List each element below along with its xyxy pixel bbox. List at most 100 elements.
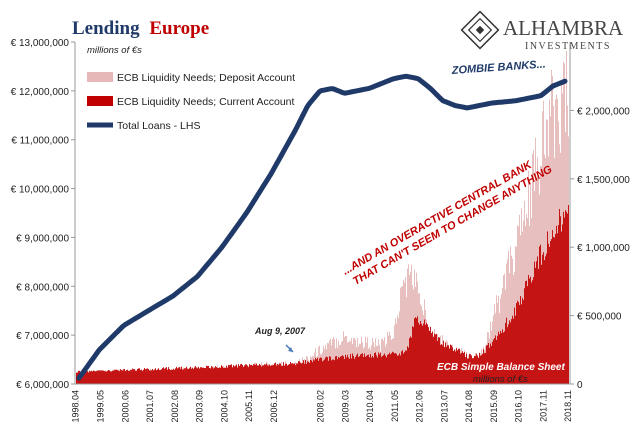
current-bar [520, 295, 521, 384]
current-bar [424, 319, 425, 384]
current-bar [200, 367, 201, 384]
current-bar [94, 370, 95, 384]
current-bar [425, 324, 426, 384]
x-tick-label: 1999.05 [96, 390, 106, 423]
current-bar [303, 360, 304, 384]
current-bar [401, 351, 402, 384]
current-bar [96, 371, 97, 384]
current-bar [350, 353, 351, 384]
current-bar [115, 369, 116, 384]
right-tick-label: € 500,000 [577, 312, 622, 323]
current-bar [536, 261, 537, 384]
x-tick-label: 2013.07 [439, 390, 449, 423]
current-bar [170, 369, 171, 384]
right-axis-units: millions of €s [473, 374, 528, 385]
current-bar [370, 354, 371, 384]
current-bar [417, 316, 418, 384]
current-bar [503, 332, 504, 384]
current-bar [324, 359, 325, 384]
current-bar [118, 370, 119, 384]
current-bar [489, 347, 490, 384]
legend-label-deposit: ECB Liquidity Needs; Deposit Account [117, 72, 295, 84]
current-bar [308, 361, 309, 384]
current-bar [532, 280, 533, 384]
current-bar [99, 370, 100, 384]
current-bar [526, 280, 527, 384]
current-bar [142, 370, 143, 384]
brand-subtitle: INVESTMENTS [525, 41, 611, 52]
current-bar [379, 354, 380, 384]
current-bar [272, 365, 273, 384]
deposit-bar [549, 99, 550, 384]
current-bar [82, 371, 83, 384]
current-bar [306, 363, 307, 384]
current-bar [553, 236, 554, 384]
current-bar [327, 357, 328, 384]
current-bar [568, 205, 569, 384]
current-bar [158, 368, 159, 384]
current-bar [392, 351, 393, 384]
current-bar [163, 367, 164, 384]
deposit-bar [543, 100, 544, 384]
current-bar [226, 365, 227, 384]
current-bar [274, 363, 275, 384]
current-bar [404, 352, 405, 384]
current-bar [175, 368, 176, 384]
current-bar [214, 367, 215, 384]
current-bar [500, 330, 501, 384]
current-bar [418, 322, 419, 384]
current-bar [202, 367, 203, 384]
current-bar [290, 361, 291, 384]
current-bar [450, 344, 451, 384]
current-bar [567, 213, 568, 384]
current-bar [507, 327, 508, 384]
current-bar [168, 367, 169, 384]
current-bar [441, 344, 442, 384]
current-bar [122, 370, 123, 384]
legend-swatch-deposit [87, 72, 113, 82]
current-bar [131, 369, 132, 384]
current-bar [516, 303, 517, 384]
x-tick-label: 2000.06 [120, 390, 130, 423]
current-bar [261, 366, 262, 384]
current-bar [485, 352, 486, 384]
current-bar [521, 304, 522, 384]
current-bar [222, 366, 223, 384]
current-bar [248, 367, 249, 384]
current-bar [208, 366, 209, 384]
current-bar [187, 368, 188, 384]
current-bar [155, 368, 156, 384]
deposit-bar [404, 282, 405, 384]
current-bar [395, 353, 396, 384]
current-bar [393, 352, 394, 384]
current-bar [270, 365, 271, 384]
current-bar [540, 244, 541, 384]
deposit-bar [515, 245, 516, 384]
current-bar [105, 371, 106, 384]
current-bar [466, 353, 467, 384]
current-bar [551, 239, 552, 384]
x-tick-label: 2001.07 [145, 390, 155, 423]
current-bar [218, 368, 219, 384]
current-bar [195, 366, 196, 384]
current-bar [160, 369, 161, 384]
current-bar [180, 369, 181, 384]
current-bar [342, 355, 343, 384]
current-bar [399, 353, 400, 384]
current-bar [538, 268, 539, 384]
deposit-bar [532, 154, 533, 384]
current-bar [298, 361, 299, 384]
left-tick-label: € 8,000,000 [16, 282, 69, 293]
deposit-bar [542, 111, 543, 385]
current-bar [179, 367, 180, 384]
current-bar [484, 353, 485, 384]
current-bar [338, 356, 339, 384]
current-bar [422, 325, 423, 384]
current-bar [543, 252, 544, 384]
current-bar [446, 346, 447, 384]
current-bar [486, 345, 487, 384]
current-bar [288, 364, 289, 384]
current-bar [260, 364, 261, 384]
current-bar [318, 360, 319, 384]
current-bar [544, 260, 545, 384]
